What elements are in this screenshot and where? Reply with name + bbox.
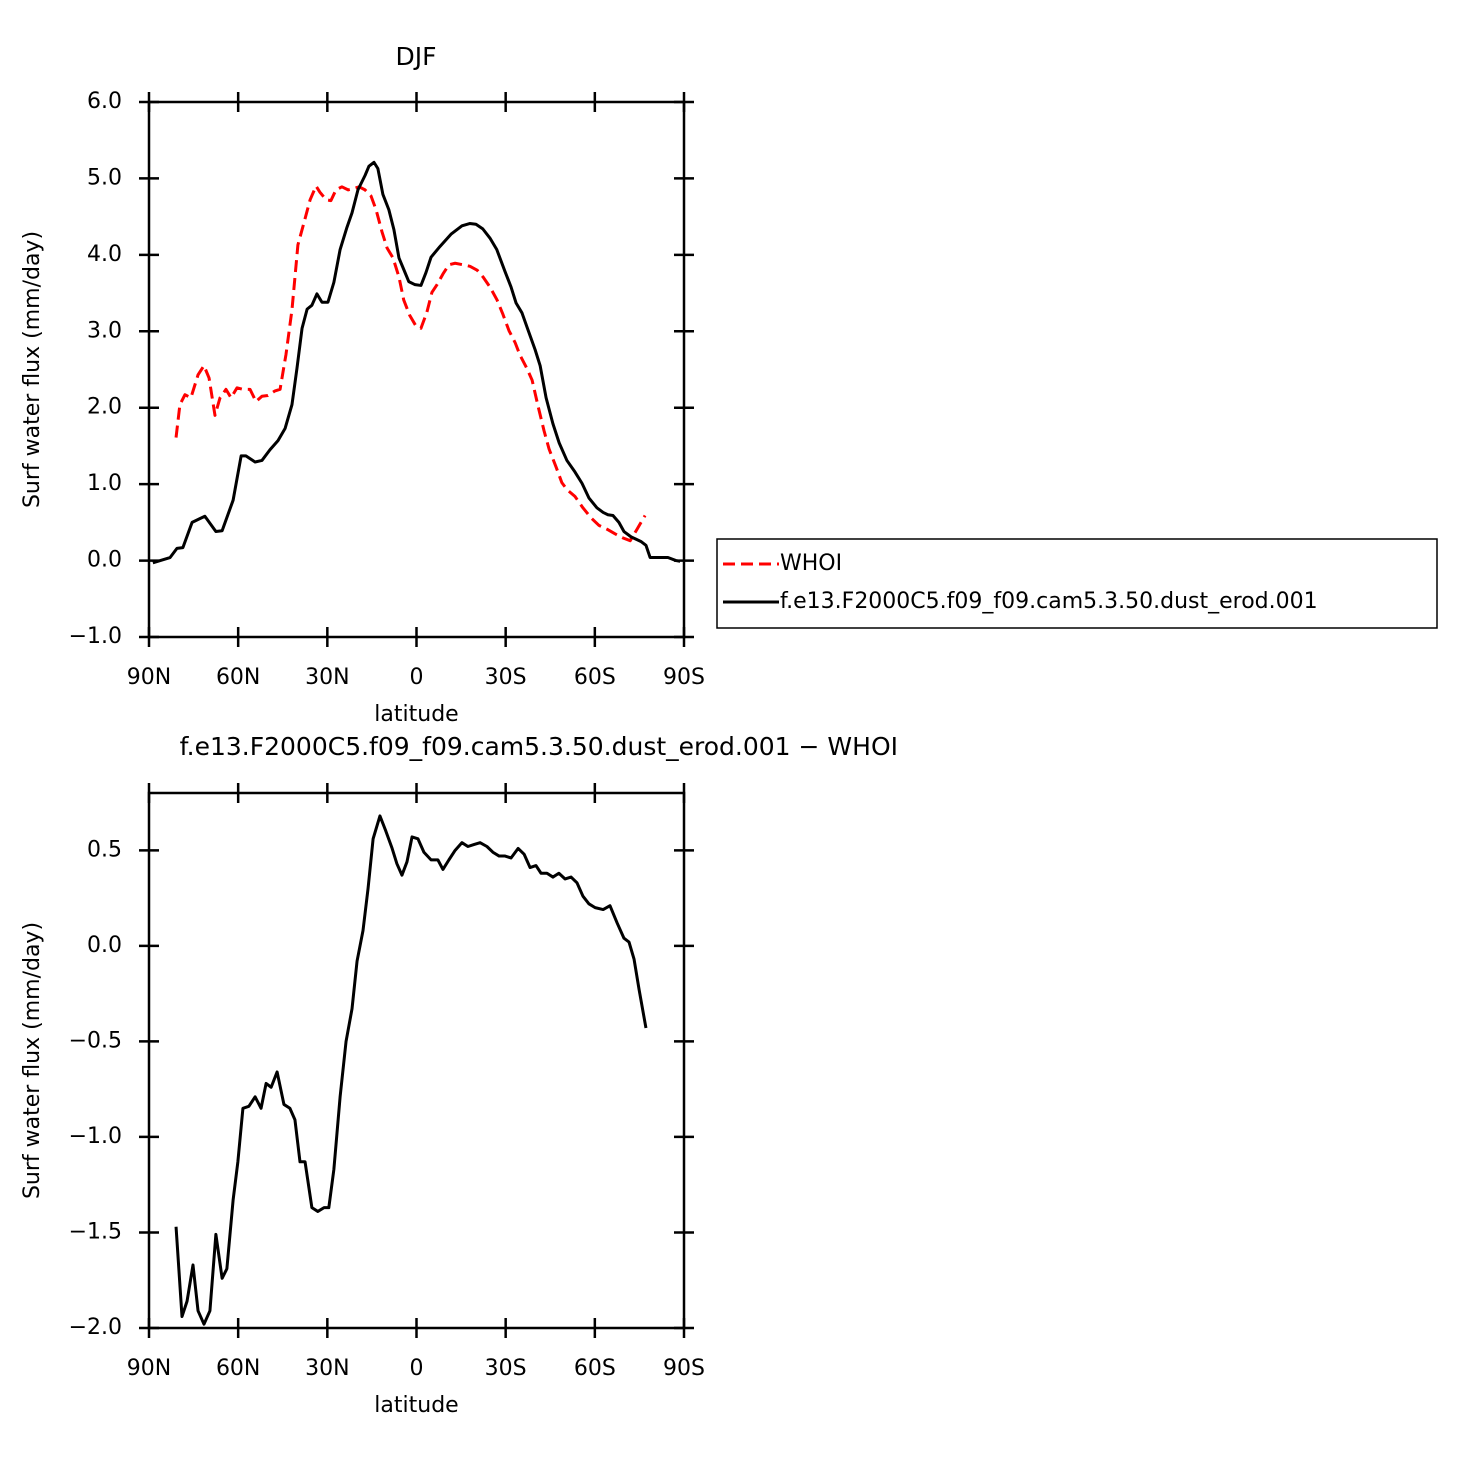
y-tick-label: −1.5 [69,1219,122,1244]
x-tick-label: 60N [216,1356,260,1381]
y-tick-label: 3.0 [87,318,122,343]
x-tick-label: 60S [574,1356,616,1381]
y-axis-label: Surf water flux (mm/day) [20,231,45,508]
y-tick-label: 4.0 [87,242,122,267]
chart-title: f.e13.F2000C5.f09_f09.cam5.3.50.dust_ero… [180,732,898,761]
y-tick-label: 6.0 [87,89,122,114]
x-tick-label: 90N [127,1356,171,1381]
x-tick-label: 90N [127,665,171,690]
y-tick-label: 0.5 [87,837,122,862]
data-line [152,160,681,565]
y-axis-label: Surf water flux (mm/day) [20,922,45,1199]
data-line [174,184,647,543]
data-line [174,814,648,1326]
x-tick-label: 0 [410,1356,424,1381]
y-tick-label: 5.0 [87,165,122,190]
x-axis-label: latitude [374,1393,458,1418]
x-tick-label: 90S [663,1356,705,1381]
x-tick-label: 30S [485,665,527,690]
x-tick-label: 90S [663,665,705,690]
y-tick-label: 0.0 [87,933,122,958]
y-tick-label: −0.5 [69,1028,122,1053]
x-tick-label: 30N [305,665,349,690]
x-tick-label: 0 [410,665,424,690]
y-tick-label: −2.0 [69,1315,122,1340]
y-tick-label: 0.0 [87,548,122,573]
legend-label: WHOI [780,551,842,576]
y-tick-label: −1.0 [69,1124,122,1149]
legend-box [716,538,1438,629]
chart-title: DJF [395,42,436,71]
x-tick-label: 30N [305,1356,349,1381]
y-tick-label: 1.0 [87,471,122,496]
x-tick-label: 60S [574,665,616,690]
y-tick-label: −1.0 [69,624,122,649]
x-tick-label: 60N [216,665,260,690]
legend-label: f.e13.F2000C5.f09_f09.cam5.3.50.dust_ero… [780,589,1318,614]
y-tick-label: 2.0 [87,395,122,420]
x-axis-label: latitude [374,702,458,727]
x-tick-label: 30S [485,1356,527,1381]
plot-frame [147,100,686,639]
